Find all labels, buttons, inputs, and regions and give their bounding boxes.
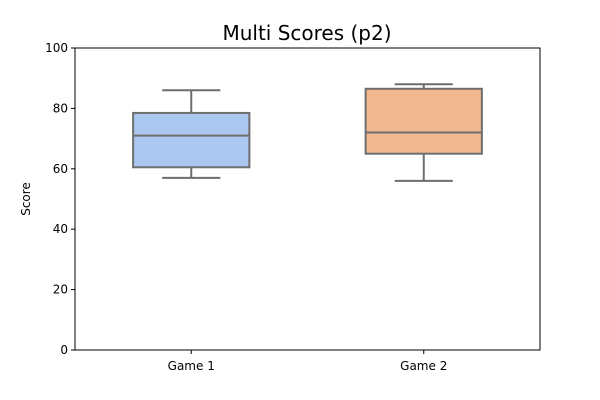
box-1 bbox=[132, 111, 251, 169]
x-tick-label: Game 1 bbox=[168, 359, 215, 373]
x-tick-label: Game 2 bbox=[400, 359, 447, 373]
y-tick-label: 40 bbox=[53, 222, 68, 236]
y-tick-label: 60 bbox=[53, 162, 68, 176]
y-axis-label: Score bbox=[19, 182, 33, 216]
box-2 bbox=[364, 87, 483, 155]
y-tick-label: 20 bbox=[53, 283, 68, 297]
y-tick-label: 0 bbox=[60, 343, 68, 357]
chart-title: Multi Scores (p2) bbox=[222, 21, 391, 45]
plot-area: 0 20 40 60 80 100 Game 1 Game 2 bbox=[45, 41, 483, 373]
y-tick-label: 100 bbox=[45, 41, 68, 55]
plot-frame bbox=[74, 47, 541, 351]
y-tick-label: 80 bbox=[53, 101, 68, 115]
